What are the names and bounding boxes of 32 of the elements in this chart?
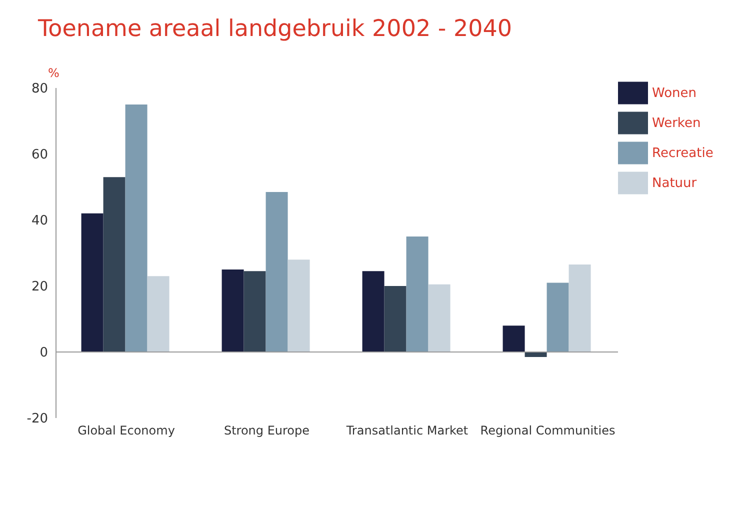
bar [222, 270, 244, 352]
bar [568, 264, 591, 352]
bar [266, 192, 288, 352]
bar [103, 177, 126, 352]
y-tick-label: 20 [31, 280, 48, 295]
bar [428, 284, 450, 352]
x-tick-label: Strong Europe [224, 424, 310, 438]
bar [125, 104, 148, 352]
y-tick-label: 60 [31, 148, 48, 163]
chart-title: Toename areaal landgebruik 2002 - 2040 [38, 16, 512, 42]
y-tick-label: -20 [26, 412, 48, 427]
x-tick-label: Regional Communities [480, 424, 616, 438]
y-tick-label: 0 [40, 346, 48, 361]
y-axis-title: % [48, 66, 60, 80]
bar [546, 282, 569, 352]
bar [406, 236, 428, 352]
y-tick-label: 80 [31, 82, 48, 97]
x-tick-label: Global Economy [78, 424, 175, 438]
bar [502, 326, 525, 352]
legend-label: Recreatie [652, 146, 714, 162]
legend-label: Werken [652, 116, 701, 132]
bar [524, 352, 547, 357]
legend-label: Natuur [652, 176, 697, 192]
bar [147, 276, 170, 352]
legend-label: Wonen [652, 86, 697, 102]
y-tick-label: 40 [31, 214, 48, 229]
bar [362, 271, 384, 352]
x-tick-label: Transatlantic Market [345, 424, 468, 438]
bar [288, 260, 310, 352]
bar [384, 286, 406, 352]
bar [244, 271, 266, 352]
bar [81, 213, 104, 352]
